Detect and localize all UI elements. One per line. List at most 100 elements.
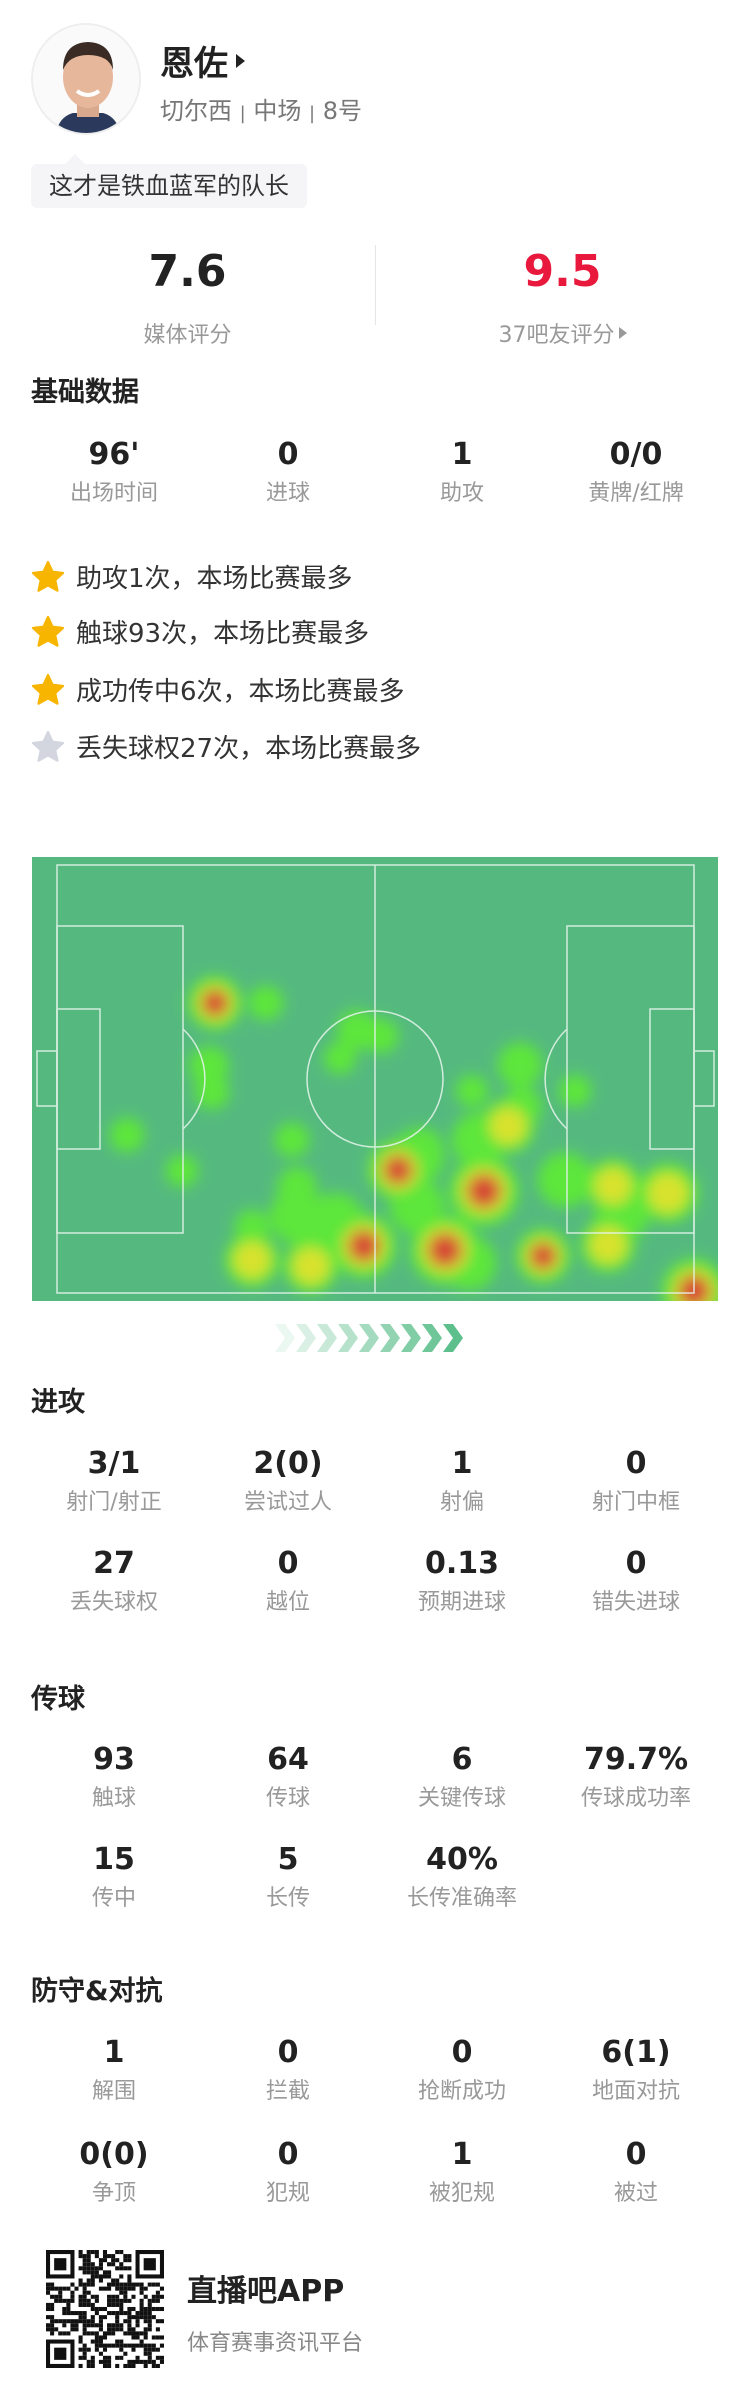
divider [375,245,376,325]
caret-right-icon [236,53,245,68]
stat-item: 1 射偏 [375,1447,549,1517]
stat-item: 0(0) 争顶 [27,2138,201,2208]
heat-spot [558,1074,592,1108]
stat-item: 0 犯规 [201,2138,375,2208]
player-meta: 切尔西 | 中场 | 8号 [160,91,362,126]
stat-value: 0 [277,2035,299,2070]
highlight-text: 助攻1次，本场比赛最多 [76,564,353,594]
stat-value: 0 [277,1546,299,1581]
stat-item: 0 错失进球 [549,1547,723,1617]
stat-value: 64 [267,1742,309,1777]
stat-label: 争顶 [91,2181,136,2206]
stat-value: 1 [451,1446,473,1481]
stat-label: 传球 [265,1786,310,1811]
basic-stats: 96' 出场时间 0 进球 1 助攻 0/0 黄牌/红牌 [27,438,723,508]
stat-label: 黄牌/红牌 [588,481,684,506]
separator: | [309,103,316,124]
attack-direction-arrows [275,1324,463,1352]
stat-value: 6 [451,1742,473,1777]
stat-label: 丢失球权 [69,1590,158,1615]
highlight-text: 丢失球权27次，本场比赛最多 [76,734,422,764]
stat-value: 40% [426,1842,498,1877]
stat-item: 0/0 黄牌/红牌 [549,438,723,508]
heat-spot [529,1242,557,1270]
stat-label: 进球 [265,481,310,506]
stat-item: 96' 出场时间 [27,438,201,508]
stat-item: 64 传球 [201,1743,375,1813]
stat-item: 0 越位 [201,1547,375,1617]
label: 媒体评分 [143,323,232,348]
defense-stats: 1 解围 0 拦截 0 抢断成功 6(1) 地面对抗 0(0) 争顶 0 犯规 1 被犯规 0 被过 [27,2036,723,2208]
heat-spot [292,1247,330,1285]
chevron-right-icon [317,1324,337,1352]
stat-label: 射偏 [439,1490,484,1515]
heat-spot [109,1117,145,1153]
heat-spot [363,1018,399,1054]
section-title-passing: 传球 [31,1684,85,1715]
chevron-right-icon [296,1324,316,1352]
fan-rating-value: 9.5 [523,246,602,297]
separator: | [239,103,246,124]
stat-label: 被犯规 [428,2181,495,2206]
chevron-right-icon [401,1324,421,1352]
stat-value: 96' [88,437,140,472]
stat-label: 传中 [91,1886,136,1911]
label: 37吧友评分 [498,323,615,348]
player-avatar[interactable] [31,23,141,135]
quote-bubble: 这才是铁血蓝军的队长 [31,154,307,208]
stat-label: 长传准确率 [406,1886,517,1911]
stat-label: 触球 [91,1786,136,1811]
stat-label: 被过 [613,2181,658,2206]
stat-label: 地面对抗 [591,2079,680,2104]
caret-right-icon [618,327,627,339]
heat-spot [233,1241,271,1279]
star-icon [31,615,65,647]
heat-spot [537,1152,593,1208]
fan-rating-link[interactable]: 37吧友评分 [375,317,750,349]
qr-code[interactable] [46,2250,164,2368]
app-name: 直播吧APP [187,2274,345,2309]
heat-spot [497,1042,543,1088]
shirt-number: 8号 [322,97,362,125]
stat-value: 0/0 [609,437,663,472]
stat-item: 6(1) 地面对抗 [549,2036,723,2106]
heatmap-pitch [32,857,718,1301]
player-photo-icon [33,25,139,133]
stat-item: 0 被过 [549,2138,723,2208]
stat-value: 2(0) [253,1446,323,1481]
heat-spot [201,989,229,1017]
stat-value: 1 [451,437,473,472]
chevron-right-icon [275,1324,295,1352]
stat-value: 1 [103,2035,125,2070]
stat-label: 错失进球 [591,1590,680,1615]
app-tagline: 体育赛事资讯平台 [187,2331,364,2356]
stat-label: 犯规 [265,2181,310,2206]
chevron-right-icon [338,1324,358,1352]
stat-label: 传球成功率 [580,1786,691,1811]
team-name: 切尔西 [160,97,232,125]
stat-value: 0 [277,437,299,472]
stat-value: 0.13 [424,1546,500,1581]
highlight-item: 丢失球权27次，本场比赛最多 [30,728,421,765]
media-rating-value: 7.6 [148,246,227,297]
passing-stats: 93 触球 64 传球 6 关键传球 79.7% 传球成功率 15 传中 5 长传 40% 长传准确率 [27,1743,723,1913]
star-icon [31,673,65,705]
stat-value: 93 [93,1742,135,1777]
stat-label: 射门中框 [591,1490,680,1515]
highlight-item: 触球93次，本场比赛最多 [30,613,369,650]
highlight-text: 触球93次，本场比赛最多 [76,619,370,649]
heat-spot [594,1167,632,1205]
stat-value: 0 [625,1546,647,1581]
media-rating-label: 媒体评分 [0,317,375,349]
section-title-defense: 防守&对抗 [31,1976,163,2007]
stat-item: 0 射门中框 [549,1447,723,1517]
heat-spot [194,1074,230,1110]
player-name-link[interactable]: 恩佐 [160,36,245,85]
highlight-item: 助攻1次，本场比赛最多 [30,558,353,595]
stat-label: 拦截 [265,2079,310,2104]
stat-item: 6 关键传球 [375,1743,549,1813]
stat-value: 0 [625,1446,647,1481]
fan-rating[interactable]: 9.5 37吧友评分 [375,247,750,349]
attack-stats: 3/1 射门/射正 2(0) 尝试过人 1 射偏 0 射门中框 27 丢失球权 0 越位 0.13 预期进… [27,1447,723,1617]
stat-label: 预期进球 [417,1590,506,1615]
